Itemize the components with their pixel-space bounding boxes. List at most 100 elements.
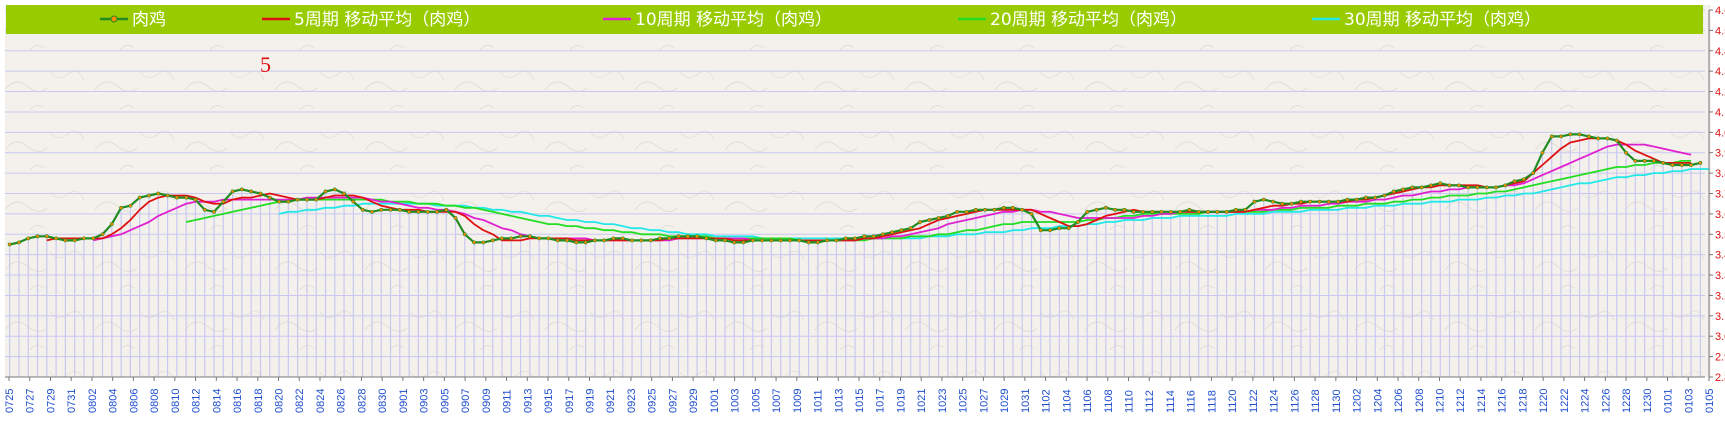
x-tick-label: 1212	[1455, 389, 1467, 413]
price-point	[1113, 207, 1118, 212]
price-point	[1512, 179, 1517, 184]
x-tick-label: 1023	[937, 389, 949, 413]
x-tick-label: 0828	[356, 389, 368, 413]
x-tick-label: 1128	[1310, 389, 1322, 413]
price-point	[1410, 185, 1415, 190]
price-point	[908, 226, 913, 231]
price-point	[778, 238, 783, 243]
price-point	[1503, 183, 1508, 188]
price-point	[1614, 138, 1619, 143]
price-point	[880, 232, 885, 237]
price-point	[843, 236, 848, 241]
price-point	[527, 234, 532, 239]
price-point	[1038, 228, 1043, 233]
x-axis: 0725 0727 0729 0731 0802 0804 0806 0808 0810 0812…	[4, 376, 1716, 413]
price-point	[518, 234, 523, 239]
price-point	[314, 197, 319, 202]
x-tick-label: 1122	[1248, 389, 1260, 413]
x-tick-label: 0806	[128, 389, 140, 413]
price-point	[788, 238, 792, 243]
price-point	[834, 238, 839, 243]
price-point	[1196, 209, 1201, 214]
x-tick-label: 1102	[1041, 389, 1053, 413]
x-tick-label: 0923	[626, 389, 638, 413]
x-tick-label: 0830	[377, 389, 389, 413]
x-tick-label: 1228	[1621, 389, 1633, 413]
price-point	[964, 209, 969, 214]
price-point	[732, 240, 737, 245]
x-tick-label: 0826	[336, 389, 348, 413]
price-point	[1020, 207, 1025, 212]
x-tick-label: 0907	[460, 389, 472, 413]
price-point	[1559, 134, 1563, 139]
price-point	[713, 238, 718, 243]
price-point	[1317, 199, 1322, 204]
x-tick-label: 1029	[999, 389, 1011, 413]
price-point	[1642, 158, 1647, 163]
price-point	[899, 228, 904, 233]
x-tick-label: 1017	[875, 389, 887, 413]
x-tick-label: 1208	[1414, 389, 1426, 413]
price-point	[258, 191, 263, 196]
x-tick-label: 0812	[191, 389, 203, 413]
price-point	[1299, 199, 1303, 204]
price-point	[797, 238, 802, 243]
x-tick-label: 1104	[1061, 389, 1073, 413]
price-point	[286, 199, 291, 204]
price-point	[546, 236, 551, 241]
price-point	[1308, 199, 1313, 204]
price-point	[1261, 197, 1266, 202]
x-tick-label: 1224	[1580, 389, 1592, 413]
price-point	[156, 191, 161, 196]
price-point	[462, 232, 467, 237]
price-point	[332, 187, 337, 192]
x-tick-label: 1019	[896, 389, 908, 413]
price-point	[750, 238, 755, 243]
price-point	[936, 216, 941, 220]
price-point	[1679, 163, 1684, 167]
x-tick-label: 0105	[1704, 389, 1716, 413]
y-tick-label: 2.80	[1715, 372, 1725, 384]
price-point	[212, 209, 216, 214]
x-tick-label: 1013	[833, 389, 845, 413]
price-point	[1373, 195, 1378, 200]
price-point	[1048, 228, 1052, 233]
price-point	[1252, 199, 1257, 204]
y-tick-label: 3.80	[1715, 168, 1725, 180]
price-point	[35, 234, 40, 239]
x-tick-label: 0802	[87, 389, 99, 413]
y-axis: 2.80 2.90 3.00 3.10 3.20 3.30 3.40 3.50 3.60 3.70…	[1708, 5, 1725, 384]
series-line-ma20	[185, 160, 1692, 242]
x-tick-label: 1025	[958, 389, 970, 413]
price-point	[453, 216, 458, 220]
price-point	[1141, 209, 1145, 214]
x-tick-label: 0808	[149, 389, 161, 413]
price-point	[323, 189, 328, 194]
price-point	[509, 236, 514, 241]
price-point	[1178, 209, 1183, 214]
price-point	[1150, 209, 1155, 214]
price-point	[1001, 205, 1006, 210]
y-tick-label: 3.30	[1715, 270, 1725, 282]
x-tick-label: 0925	[647, 389, 659, 413]
price-point	[1224, 209, 1229, 214]
price-point	[249, 189, 254, 194]
price-point	[100, 232, 105, 237]
price-point	[295, 197, 300, 202]
x-tick-label: 0919	[585, 389, 597, 413]
legend-label-ma10: 10周期 移动平均（肉鸡）	[635, 10, 832, 30]
y-tick-label: 2.90	[1715, 352, 1725, 364]
price-point	[918, 220, 922, 224]
price-point	[890, 230, 895, 235]
price-point	[1066, 226, 1071, 231]
price-point	[806, 240, 811, 245]
y-tick-label: 4.10	[1715, 107, 1725, 119]
price-point	[945, 214, 950, 218]
x-tick-label: 0901	[398, 389, 410, 413]
price-point	[1484, 185, 1489, 190]
x-tick-label: 0820	[274, 389, 286, 413]
price-point	[565, 238, 569, 243]
price-point	[500, 236, 504, 241]
